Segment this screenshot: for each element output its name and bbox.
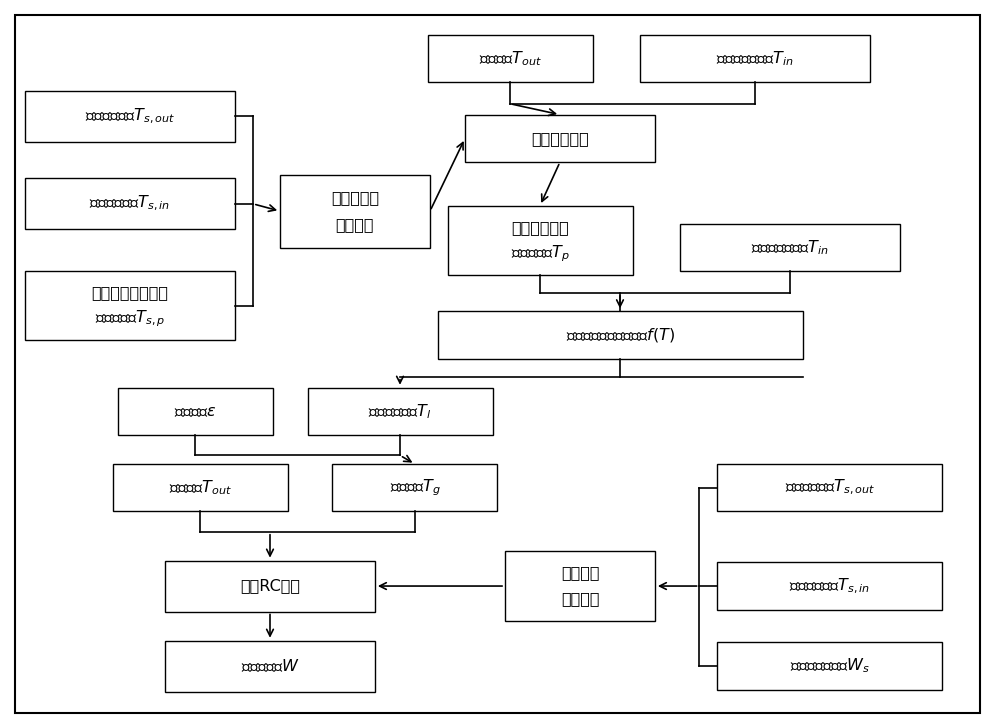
Text: 实测室外温度$T_{s,out}$: 实测室外温度$T_{s,out}$ (785, 478, 875, 497)
Bar (717, 562, 942, 610)
Text: 上四分位点$T_{s,p}$: 上四分位点$T_{s,p}$ (95, 309, 165, 329)
Text: 建筑供热量$W$: 建筑供热量$W$ (241, 658, 299, 674)
Text: 实测室内温度分布: 实测室内温度分布 (92, 285, 168, 300)
Bar (165, 641, 375, 692)
Text: 供热温度$T_g$: 供热温度$T_g$ (390, 478, 440, 498)
Bar (465, 114, 655, 162)
Bar (25, 272, 235, 341)
Bar (280, 175, 430, 248)
Text: 室外温度$T_{out}$: 室外温度$T_{out}$ (169, 478, 231, 497)
Bar (438, 312, 802, 358)
Text: 灰狼算法: 灰狼算法 (561, 566, 599, 580)
Text: 室内温度平均值$T_{in}$: 室内温度平均值$T_{in}$ (751, 238, 829, 257)
Bar (448, 205, 633, 274)
Text: 系数回归: 系数回归 (336, 217, 374, 232)
Bar (428, 34, 592, 82)
Bar (332, 464, 497, 511)
Text: 实测室外温度$T_{s,out}$: 实测室外温度$T_{s,out}$ (85, 107, 175, 126)
Text: 室内温度平均值$T_{in}$: 室内温度平均值$T_{in}$ (716, 49, 794, 68)
Text: 不保证率$\varepsilon$: 不保证率$\varepsilon$ (174, 404, 216, 419)
Text: 改进RC模型: 改进RC模型 (240, 579, 300, 593)
Bar (717, 464, 942, 511)
Bar (680, 223, 900, 271)
Text: 实测室内温度$T_{s,in}$: 实测室内温度$T_{s,in}$ (89, 194, 171, 213)
Bar (25, 178, 235, 229)
Text: 实测室内温度$T_{s,in}$: 实测室内温度$T_{s,in}$ (789, 577, 871, 596)
Bar (118, 387, 273, 435)
Text: 线性回归模型: 线性回归模型 (531, 131, 589, 146)
Bar (505, 552, 655, 620)
Bar (113, 464, 288, 511)
Bar (717, 642, 942, 690)
Bar (165, 561, 375, 612)
Bar (308, 387, 492, 435)
Bar (25, 91, 235, 142)
Text: 最低供热温度$T_l$: 最低供热温度$T_l$ (368, 402, 432, 421)
Text: 实测建筑供热量$W_s$: 实测建筑供热量$W_s$ (790, 657, 870, 676)
Text: 室内温度分布正态曲线$f(T)$: 室内温度分布正态曲线$f(T)$ (566, 326, 674, 344)
Text: 最小二乘法: 最小二乘法 (331, 190, 379, 205)
Bar (640, 34, 870, 82)
Text: 参数辨识: 参数辨识 (561, 592, 599, 606)
Text: 室内温度分布: 室内温度分布 (511, 220, 569, 234)
Text: 上四分位点$T_p$: 上四分位点$T_p$ (511, 243, 569, 264)
Text: 室外温度$T_{out}$: 室外温度$T_{out}$ (479, 49, 541, 68)
